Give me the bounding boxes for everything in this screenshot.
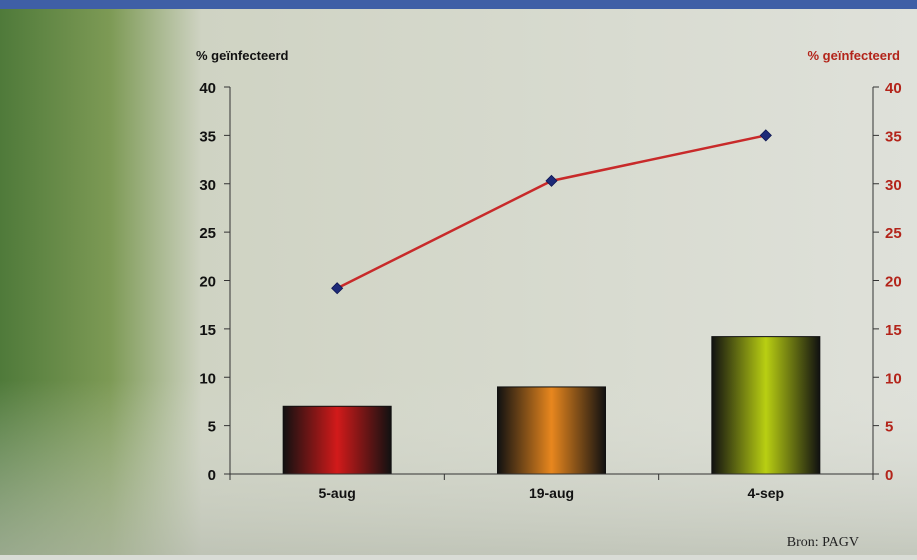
y-tick-label-left: 20 — [199, 274, 216, 291]
y-tick-label-right: 5 — [885, 419, 893, 436]
bar-5-aug — [282, 405, 392, 475]
x-tick-label: 4-sep — [748, 485, 785, 501]
y-tick-label-right: 15 — [885, 322, 902, 339]
y-tick-label-left: 15 — [199, 322, 216, 339]
line-marker-19-aug — [545, 174, 558, 187]
y-tick-label-left: 25 — [199, 225, 216, 242]
y-tick-label-right: 0 — [885, 467, 893, 484]
source-note: Bron: PAGV — [786, 535, 859, 550]
y-tick-label-right: 10 — [885, 370, 902, 387]
y-axis-title-right: % geïnfecteerd — [808, 48, 901, 63]
y-tick-label-right: 20 — [885, 274, 902, 291]
y-tick-label-right: 35 — [885, 128, 902, 145]
y-tick-label-left: 30 — [199, 177, 216, 194]
y-tick-label-left: 5 — [208, 419, 216, 436]
y-tick-label-right: 30 — [885, 177, 902, 194]
x-tick-label: 5-aug — [318, 485, 355, 501]
bar-4-sep — [711, 336, 821, 475]
y-axis-title-left: % geïnfecteerd — [196, 48, 289, 63]
line-marker-5-aug — [331, 282, 344, 295]
y-tick-label-left: 10 — [199, 370, 216, 387]
line-marker-4-sep — [759, 129, 772, 142]
y-tick-label-left: 40 — [199, 80, 216, 97]
y-tick-label-right: 40 — [885, 80, 902, 97]
y-tick-label-left: 0 — [208, 467, 216, 484]
top-banner-bar — [0, 0, 917, 9]
x-tick-label: 19-aug — [529, 485, 574, 501]
bar-19-aug — [497, 386, 606, 475]
y-tick-label-left: 35 — [199, 128, 216, 145]
y-tick-label-right: 25 — [885, 225, 902, 242]
